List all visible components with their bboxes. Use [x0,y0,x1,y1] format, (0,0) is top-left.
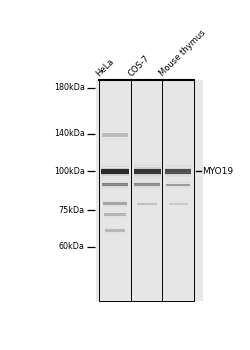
Bar [101,166,128,167]
Bar [101,179,128,180]
Bar [165,169,190,174]
Text: HeLa: HeLa [94,57,116,78]
Bar [165,176,190,177]
Bar [133,167,160,168]
Bar [104,214,126,216]
Bar [133,168,160,169]
Bar [165,170,190,171]
Bar [95,80,202,301]
Bar [133,176,160,177]
Bar [101,169,128,170]
Bar [133,179,160,180]
Text: 180kDa: 180kDa [54,83,84,92]
Bar [104,229,125,232]
Bar [101,174,128,175]
Text: Mouse thymus: Mouse thymus [157,29,207,78]
Bar [165,166,190,167]
Bar [133,177,160,178]
Bar [162,80,194,301]
Bar [133,166,160,167]
Bar [101,172,128,173]
Bar [101,170,128,171]
Bar [136,203,157,205]
Bar [168,203,187,205]
Bar [165,172,190,173]
Bar [102,183,127,186]
Text: 140kDa: 140kDa [54,129,84,138]
Bar [165,179,190,180]
Bar [165,165,190,166]
Bar [101,175,128,176]
Bar [165,177,190,178]
Bar [101,178,128,179]
Bar [133,169,160,174]
Bar [99,80,130,301]
Text: 60kDa: 60kDa [59,242,85,251]
Bar [101,168,128,169]
Bar [101,165,128,166]
Text: MYO19: MYO19 [201,167,232,176]
Bar [165,163,190,164]
Bar [103,202,126,205]
Bar [101,173,128,174]
Text: 100kDa: 100kDa [54,167,84,176]
Bar [101,162,128,163]
Bar [165,174,190,175]
Bar [101,164,128,165]
Bar [133,172,160,173]
Bar [165,175,190,176]
Text: 75kDa: 75kDa [58,206,84,215]
Bar [133,170,160,171]
Bar [166,183,190,186]
Bar [102,133,127,137]
Bar [133,162,160,163]
Bar [134,183,159,186]
Bar [165,178,190,179]
Bar [165,169,190,170]
Bar [131,80,162,301]
Bar [133,163,160,164]
Bar [101,169,128,174]
Bar [133,174,160,175]
Bar [101,177,128,178]
Bar [165,173,190,174]
Bar [133,173,160,174]
Text: COS-7: COS-7 [126,54,151,78]
